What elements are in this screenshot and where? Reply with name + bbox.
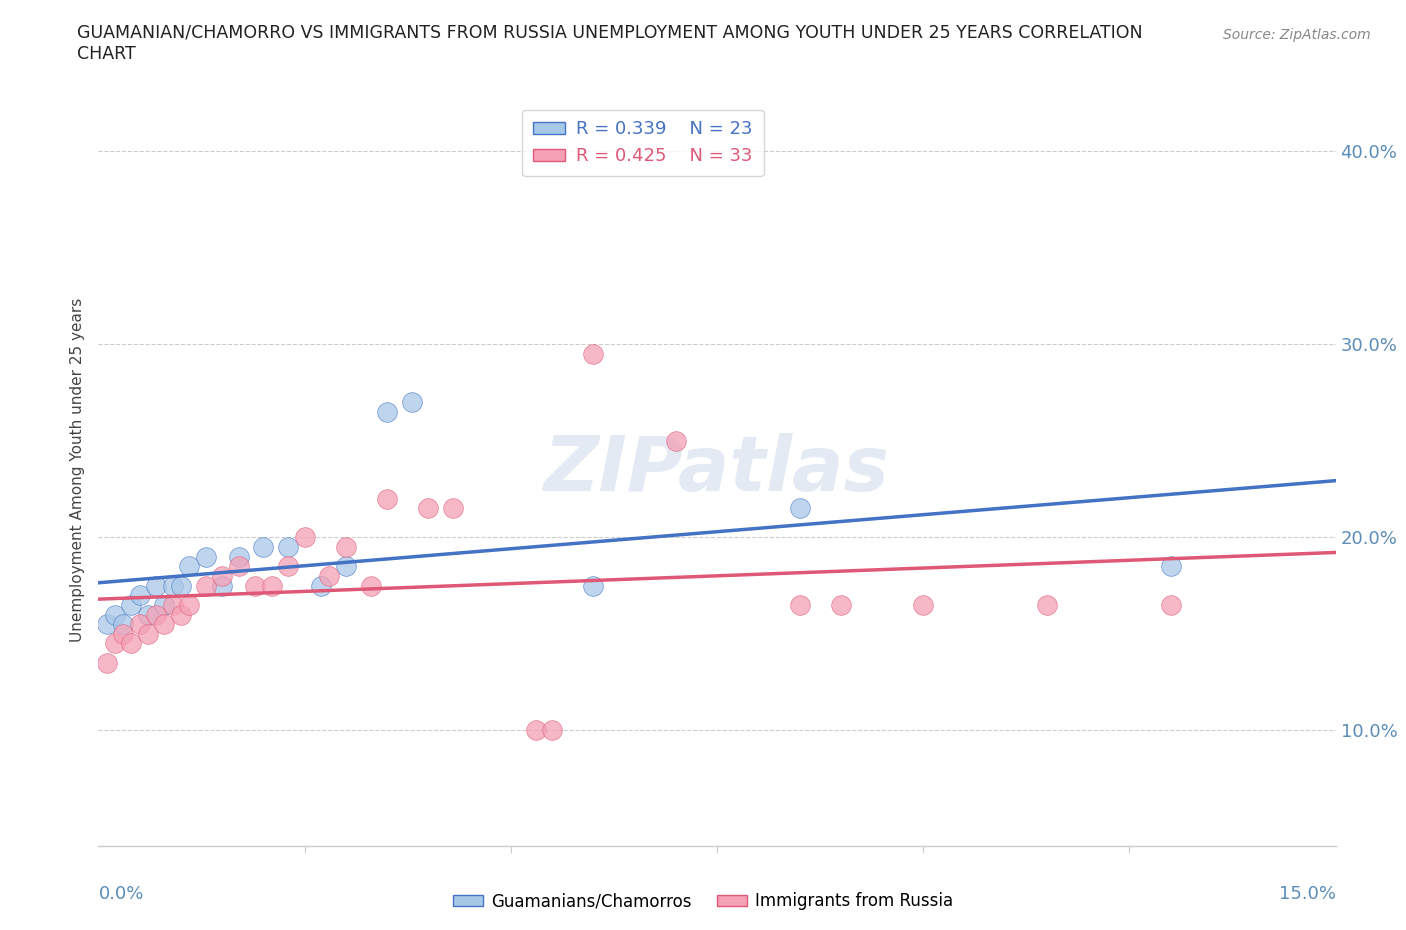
Point [1160, 559, 1182, 574]
Point [789, 501, 811, 516]
Point [194, 578, 217, 593]
Point [252, 539, 274, 554]
Point [136, 627, 159, 642]
Point [112, 617, 135, 631]
Legend: Guamanians/Chamorros, Immigrants from Russia: Guamanians/Chamorros, Immigrants from Ru… [446, 885, 960, 917]
Point [830, 597, 852, 612]
Point [260, 578, 283, 593]
Point [112, 627, 135, 642]
Point [1160, 597, 1182, 612]
Point [128, 588, 150, 603]
Point [335, 559, 357, 574]
Point [96, 617, 118, 631]
Point [335, 539, 357, 554]
Legend: R = 0.339    N = 23, R = 0.425    N = 33: R = 0.339 N = 23, R = 0.425 N = 33 [522, 110, 763, 177]
Point [789, 597, 811, 612]
Point [912, 597, 935, 612]
Point [120, 636, 142, 651]
Point [153, 617, 176, 631]
Point [170, 578, 193, 593]
Point [582, 578, 605, 593]
Y-axis label: Unemployment Among Youth under 25 years: Unemployment Among Youth under 25 years [69, 298, 84, 642]
Point [375, 405, 398, 419]
Point [136, 607, 159, 622]
Text: 0.0%: 0.0% [98, 885, 143, 903]
Point [401, 394, 423, 409]
Point [162, 597, 184, 612]
Point [179, 559, 201, 574]
Point [211, 578, 233, 593]
Point [128, 617, 150, 631]
Point [104, 607, 127, 622]
Point [441, 501, 464, 516]
Point [360, 578, 382, 593]
Text: GUAMANIAN/CHAMORRO VS IMMIGRANTS FROM RUSSIA UNEMPLOYMENT AMONG YOUTH UNDER 25 Y: GUAMANIAN/CHAMORRO VS IMMIGRANTS FROM RU… [77, 23, 1143, 41]
Text: CHART: CHART [77, 45, 136, 62]
Point [162, 578, 184, 593]
Point [170, 607, 193, 622]
Point [145, 578, 167, 593]
Point [524, 723, 547, 737]
Point [145, 607, 167, 622]
Text: 15.0%: 15.0% [1278, 885, 1336, 903]
Text: ZIPatlas: ZIPatlas [544, 432, 890, 507]
Point [582, 346, 605, 361]
Text: Source: ZipAtlas.com: Source: ZipAtlas.com [1223, 28, 1371, 42]
Point [96, 656, 118, 671]
Point [277, 559, 299, 574]
Point [120, 597, 142, 612]
Point [104, 636, 127, 651]
Point [318, 568, 340, 583]
Point [194, 549, 217, 564]
Point [228, 549, 250, 564]
Point [1036, 597, 1059, 612]
Point [153, 597, 176, 612]
Point [541, 723, 564, 737]
Point [243, 578, 266, 593]
Point [294, 530, 316, 545]
Point [665, 433, 688, 448]
Point [418, 501, 440, 516]
Point [375, 491, 398, 506]
Point [179, 597, 201, 612]
Point [277, 539, 299, 554]
Point [309, 578, 332, 593]
Point [228, 559, 250, 574]
Point [211, 568, 233, 583]
